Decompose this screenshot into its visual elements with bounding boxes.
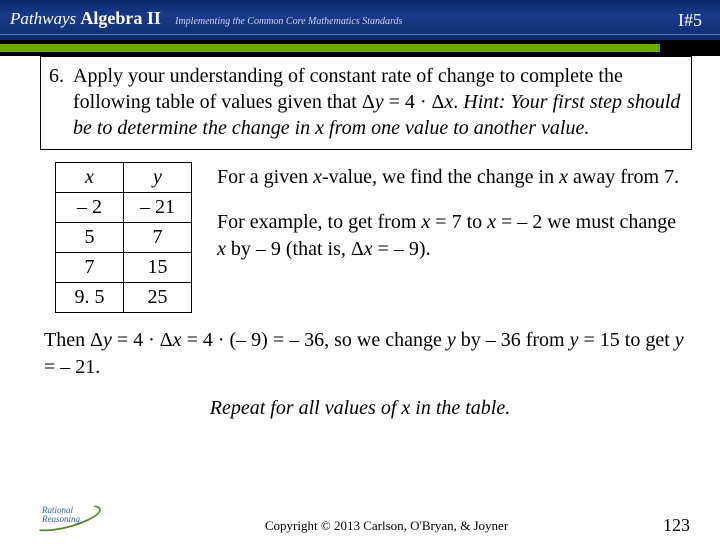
data-table-wrap: x y – 2 – 21 5 7 7 15 9. 5 25 xyxy=(55,162,192,313)
cell-y: 25 xyxy=(124,283,192,313)
table-row: 9. 5 25 xyxy=(56,283,192,313)
explain-p1: For a given x-value, we find the change … xyxy=(217,164,690,191)
brand-title: Pathways Algebra II Implementing the Com… xyxy=(0,0,402,29)
brand-subtitle: Implementing the Common Core Mathematics… xyxy=(175,16,402,27)
header-bar: Pathways Algebra II Implementing the Com… xyxy=(0,0,720,42)
table-row: – 2 – 21 xyxy=(56,193,192,223)
logo: Rational Reasoning xyxy=(30,502,110,538)
question-box: 6. Apply your understanding of constant … xyxy=(40,56,692,150)
cell-y: – 21 xyxy=(124,193,192,223)
content-area: 6. Apply your understanding of constant … xyxy=(0,56,720,544)
header-divider xyxy=(0,34,720,35)
question-formula: Δy = 4 · Δx. xyxy=(362,91,458,113)
then-text: Then Δy = 4 · Δx = 4 · (– 9) = – 36, so … xyxy=(44,327,690,381)
repeat-text: Repeat for all values of x in the table. xyxy=(30,397,690,420)
copyright: Copyright © 2013 Carlson, O'Bryan, & Joy… xyxy=(110,518,663,538)
col-x-header: x xyxy=(56,163,124,193)
explain-p2: For example, to get from x = 7 to x = – … xyxy=(217,209,690,263)
footer: Rational Reasoning Copyright © 2013 Carl… xyxy=(0,502,720,538)
table-row: 5 7 xyxy=(56,223,192,253)
table-row: 7 15 xyxy=(56,253,192,283)
accent-bar xyxy=(0,44,660,52)
page-number: 123 xyxy=(663,515,700,538)
cell-y: 7 xyxy=(124,223,192,253)
question-text: Apply your understanding of constant rat… xyxy=(73,63,681,141)
middle-section: x y – 2 – 21 5 7 7 15 9. 5 25 xyxy=(55,162,690,313)
page-code: I#5 xyxy=(678,10,702,31)
cell-y: 15 xyxy=(124,253,192,283)
question-number: 6. xyxy=(49,63,73,141)
explanation: For a given x-value, we find the change … xyxy=(217,162,690,313)
brand-main: Algebra II xyxy=(80,8,161,28)
cell-x: 9. 5 xyxy=(56,283,124,313)
cell-x: 5 xyxy=(56,223,124,253)
col-y-header: y xyxy=(124,163,192,193)
brand-prefix: Pathways xyxy=(10,9,76,28)
data-table: x y – 2 – 21 5 7 7 15 9. 5 25 xyxy=(55,162,192,313)
logo-text: Rational Reasoning xyxy=(42,506,80,524)
cell-x: – 2 xyxy=(56,193,124,223)
cell-x: 7 xyxy=(56,253,124,283)
